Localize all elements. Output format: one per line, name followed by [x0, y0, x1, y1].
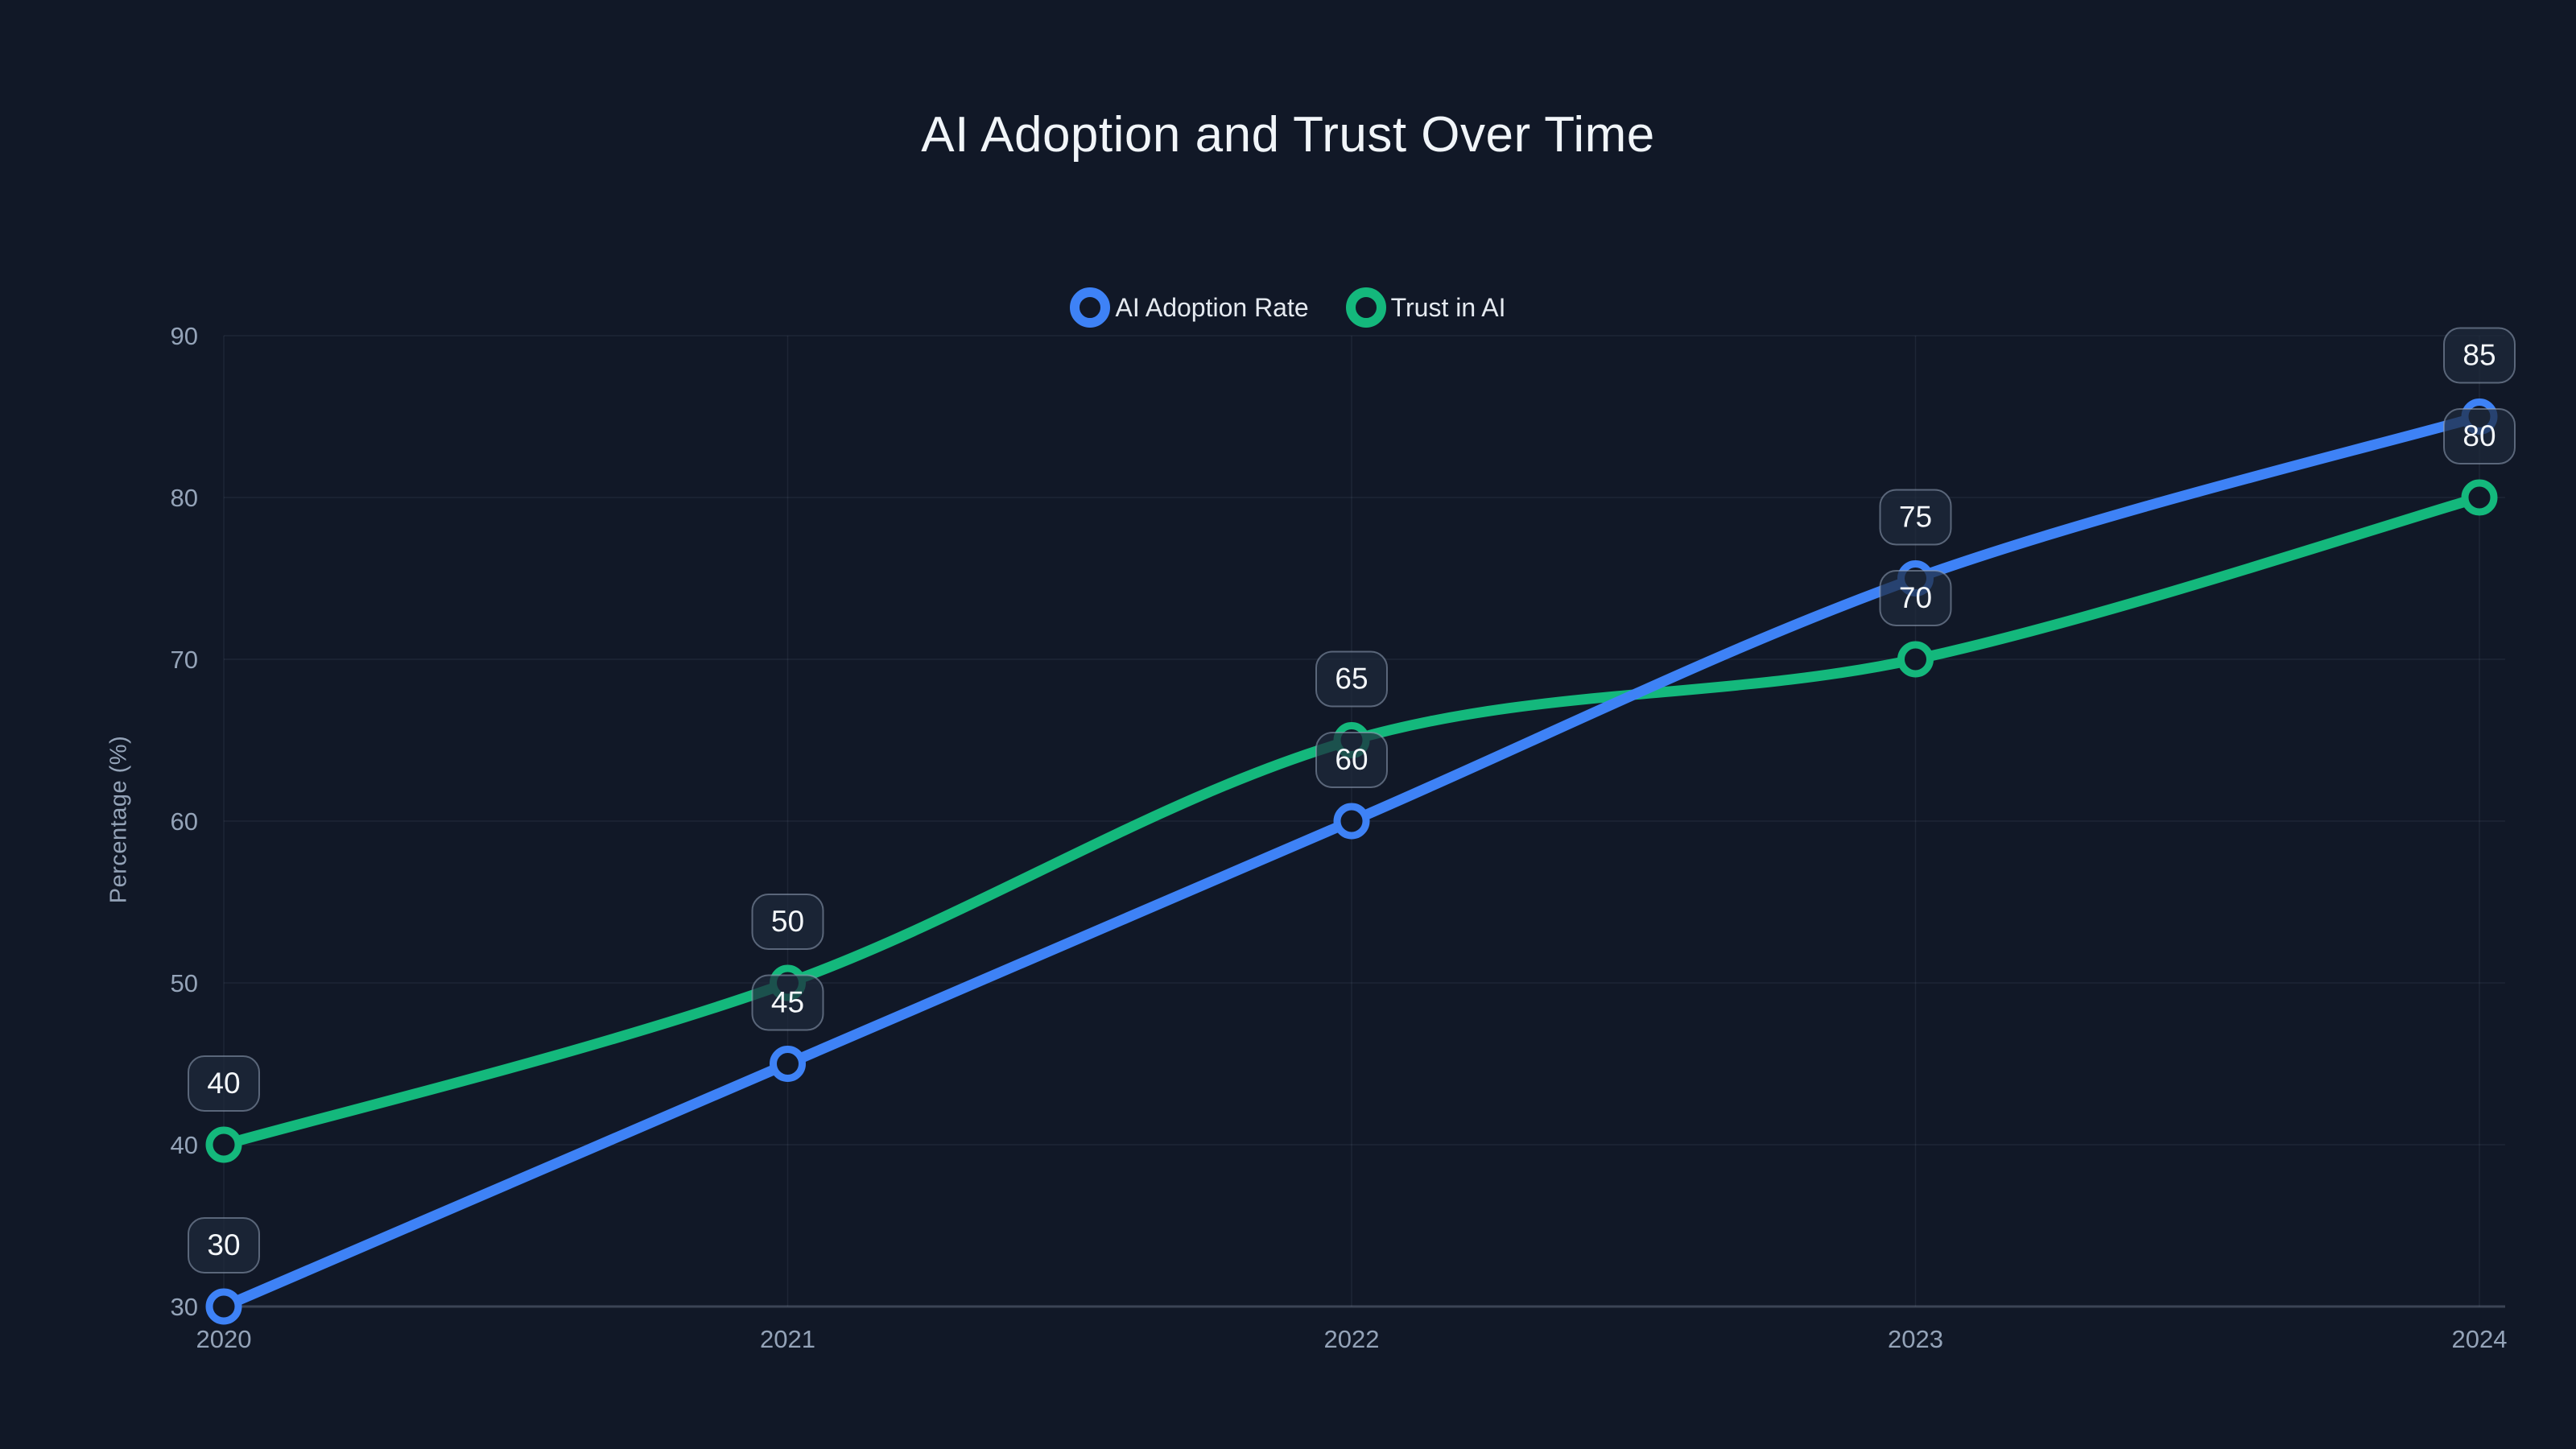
legend-item-ai-adoption-rate[interactable]: AI Adoption Rate	[1070, 287, 1309, 328]
data-label-value: 60	[1335, 743, 1368, 776]
y-tick-label: 30	[171, 1293, 198, 1321]
x-tick-label: 2024	[2452, 1325, 2508, 1353]
data-label-box	[2443, 408, 2516, 464]
data-point-marker	[1333, 803, 1370, 840]
data-label-value: 80	[2462, 419, 2496, 452]
x-tick-label: 2022	[1324, 1325, 1380, 1353]
data-label-box	[1879, 489, 1952, 546]
data-label-value: 40	[207, 1067, 240, 1100]
data-label-box	[188, 1217, 260, 1274]
data-label-box	[751, 894, 824, 950]
data-label-value: 30	[207, 1228, 240, 1261]
chart-title: AI Adoption and Trust Over Time	[921, 107, 1655, 163]
data-label-value: 85	[2462, 339, 2496, 372]
legend-label: AI Adoption Rate	[1115, 293, 1309, 322]
data-label-value: 70	[1899, 581, 1932, 614]
y-tick-label: 90	[171, 322, 198, 350]
data-point-marker	[770, 1046, 806, 1082]
data-label-box	[1879, 570, 1952, 626]
data-label-box	[751, 974, 824, 1031]
data-label-value: 75	[1899, 501, 1932, 534]
data-label-value: 65	[1335, 663, 1368, 696]
data-label-value: 45	[771, 986, 804, 1019]
legend-item-trust-in-ai[interactable]: Trust in AI	[1345, 287, 1506, 328]
y-tick-label: 60	[171, 807, 198, 836]
y-tick-label: 70	[171, 646, 198, 674]
y-tick-label: 50	[171, 969, 198, 997]
x-tick-label: 2020	[196, 1325, 252, 1353]
data-label-box	[188, 1055, 260, 1112]
data-point-marker	[205, 1288, 242, 1325]
data-point-marker	[2461, 479, 2498, 516]
data-point-marker	[1897, 641, 1934, 678]
y-tick-label: 40	[171, 1131, 198, 1159]
legend-label: Trust in AI	[1390, 293, 1506, 322]
data-label-box	[1315, 650, 1388, 708]
legend: AI Adoption Rate Trust in AI	[0, 283, 2576, 332]
x-tick-label: 2023	[1888, 1325, 1943, 1353]
data-label-box	[2443, 327, 2516, 384]
data-label-value: 50	[771, 905, 804, 938]
data-point-marker	[205, 1126, 242, 1163]
x-tick-label: 2021	[760, 1325, 815, 1353]
y-tick-label: 80	[171, 484, 198, 512]
data-label-box	[1315, 732, 1388, 788]
